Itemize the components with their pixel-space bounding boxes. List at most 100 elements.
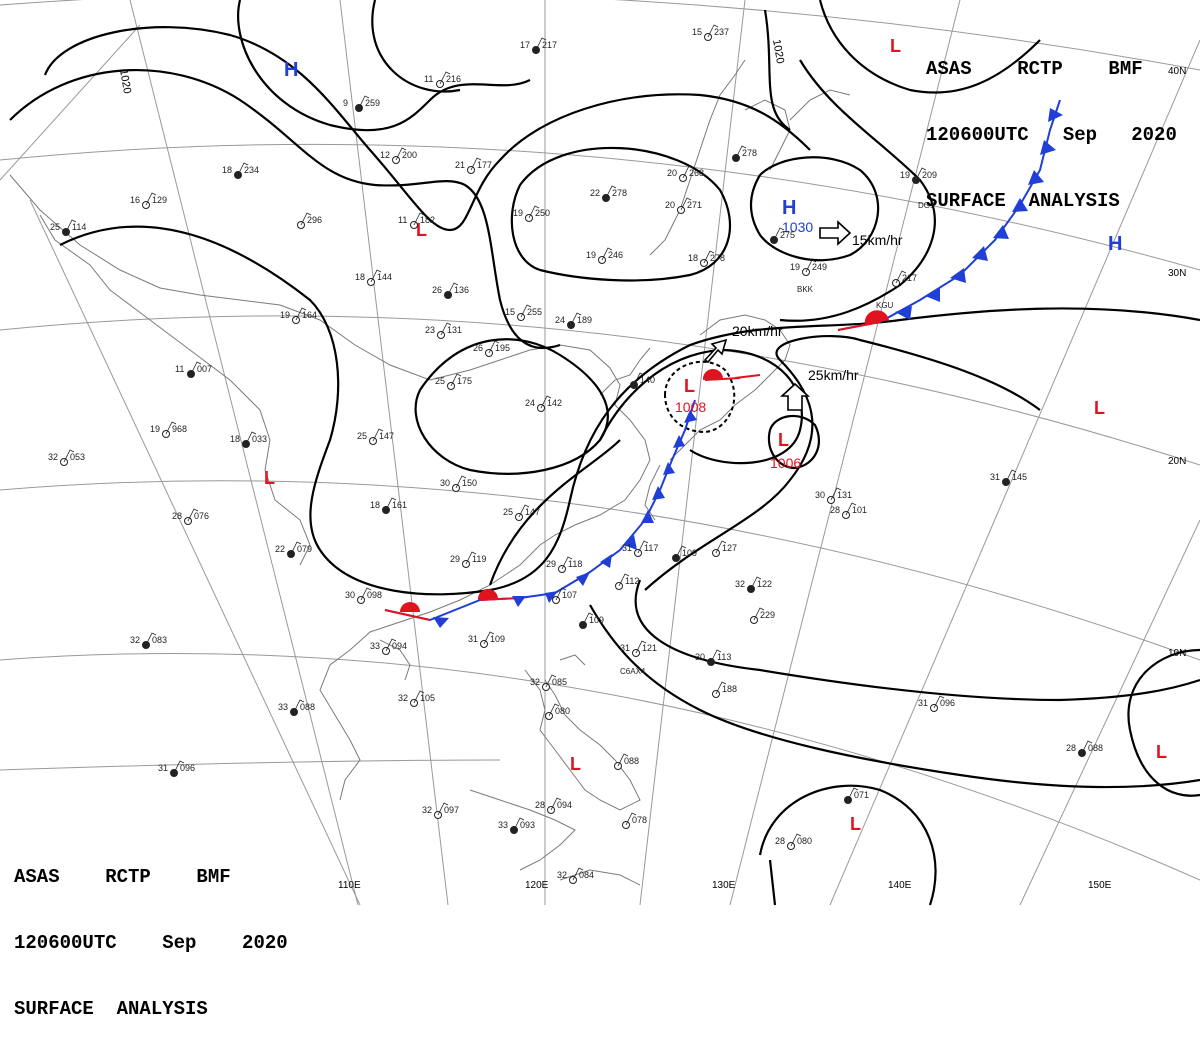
station-plot: 15 237	[692, 24, 729, 41]
wind-barb	[413, 690, 425, 704]
station-plot: 217	[892, 270, 917, 287]
wind-barb	[773, 227, 785, 241]
station-pressure: 109	[589, 615, 604, 625]
station-pressure: 278	[612, 188, 627, 198]
station-plot: 109	[672, 545, 697, 562]
station-pressure: 118	[568, 559, 582, 569]
station-temperature: 20	[665, 200, 675, 210]
station-pressure: 237	[714, 27, 729, 37]
station-temperature: 25	[50, 222, 60, 232]
station-plot: 12 200	[380, 147, 417, 164]
station-plot: 18 033	[230, 431, 267, 448]
station-plot: 28 101	[830, 502, 867, 519]
station-plot: 17 217	[520, 37, 557, 54]
station-plot: 30 131	[815, 487, 852, 504]
station-temperature: 19	[900, 170, 910, 180]
wind-barb	[735, 145, 747, 159]
station-temperature: 32	[530, 677, 540, 687]
station-pressure: 250	[535, 208, 550, 218]
station-pressure: 122	[757, 579, 772, 589]
station-id: C6AX4	[620, 667, 646, 676]
isobars	[9, 0, 1200, 906]
station-pressure: 147	[379, 431, 394, 441]
high-center-symbol: H	[782, 197, 796, 219]
station-plot: 23 131	[425, 322, 462, 339]
lon-label-150e: 150E	[1088, 880, 1112, 891]
cold-front-northeast	[837, 99, 1063, 331]
station-temperature: 30	[345, 590, 355, 600]
station-pressure: 188	[722, 684, 737, 694]
wind-barb	[847, 787, 859, 801]
station-plot: 24 189	[555, 312, 592, 329]
stationary-front	[384, 368, 741, 628]
station-temperature: 31	[158, 763, 168, 773]
station-pressure: 114	[72, 222, 86, 232]
station-plot: 9 259	[343, 95, 380, 112]
station-plot: 25 147	[503, 504, 540, 521]
wind-barb	[561, 556, 573, 570]
wind-barb	[535, 37, 547, 51]
wind-barb	[372, 428, 384, 442]
station-pressure: 071	[854, 790, 869, 800]
wind-barb	[707, 24, 719, 38]
wind-barb	[483, 631, 495, 645]
station-plot: 32 053	[48, 449, 85, 466]
station-pressure: 105	[420, 693, 435, 703]
station-pressure: 147	[525, 507, 540, 517]
station-temperature: 19	[280, 310, 290, 320]
station-plot: 29 118	[546, 556, 582, 573]
station-plot: 28 088	[1066, 740, 1103, 757]
station-plot: 19 209	[900, 167, 937, 184]
wind-barb	[710, 649, 722, 663]
station-plot: 25 114	[50, 219, 86, 236]
station-temperature: 31	[990, 472, 1000, 482]
wind-barb	[601, 247, 613, 261]
wind-barb	[300, 212, 312, 226]
station-temperature: 28	[1066, 743, 1076, 753]
lon-label-130e: 130E	[712, 880, 736, 891]
wind-barb	[682, 165, 694, 179]
warm-front-segment	[734, 374, 761, 379]
station-temperature: 32	[735, 579, 745, 589]
station-plot: 24 142	[525, 395, 562, 412]
title-line-3: SURFACE ANALYSIS	[926, 190, 1120, 212]
high-center-symbol: H	[1108, 233, 1122, 255]
station-pressure: 229	[760, 610, 775, 620]
station-pressure: 268	[689, 168, 704, 178]
wind-barb	[145, 192, 157, 206]
low-center-value: 1006	[770, 455, 801, 471]
wind-barb	[370, 269, 382, 283]
low-center-symbol: L	[778, 430, 789, 450]
station-plot: 19 246	[586, 247, 623, 264]
station-pressure: 119	[472, 554, 486, 564]
weather-map: 15km/hr 20km/hr 25km/hr 1020 1020 H 1030…	[0, 0, 1200, 906]
wind-barb	[703, 250, 715, 264]
lon-label-140e: 140E	[888, 880, 912, 891]
wind-barb	[63, 449, 75, 463]
isobar-label-1020-west: 1020	[117, 68, 133, 94]
station-plot: 30 150	[440, 475, 477, 492]
wind-barb	[570, 312, 582, 326]
wind-barb	[65, 219, 77, 233]
station-ids: BKK KGU C6AX4 DG5	[620, 201, 935, 676]
wind-barb	[550, 797, 562, 811]
station-temperature: 25	[503, 507, 513, 517]
station-pressure: 296	[307, 215, 322, 225]
wind-barb	[395, 147, 407, 161]
title-line-1: ASAS RCTP BMF	[14, 866, 231, 888]
station-temperature: 33	[278, 702, 288, 712]
station-plot: 11 007	[175, 361, 212, 378]
station-pressure: 140	[640, 375, 655, 385]
station-temperature: 32	[422, 805, 432, 815]
station-plot: 31 121	[620, 640, 657, 657]
station-temperature: 31	[468, 634, 478, 644]
station-plot: 278	[732, 145, 757, 162]
wind-barb	[633, 372, 645, 386]
station-pressure: 189	[577, 315, 592, 325]
motion-label-25: 25km/hr	[808, 367, 859, 383]
station-pressure: 076	[194, 511, 209, 521]
wind-barb	[439, 71, 451, 85]
station-pressure: 088	[624, 756, 639, 766]
station-plot: 32 085	[530, 674, 567, 691]
